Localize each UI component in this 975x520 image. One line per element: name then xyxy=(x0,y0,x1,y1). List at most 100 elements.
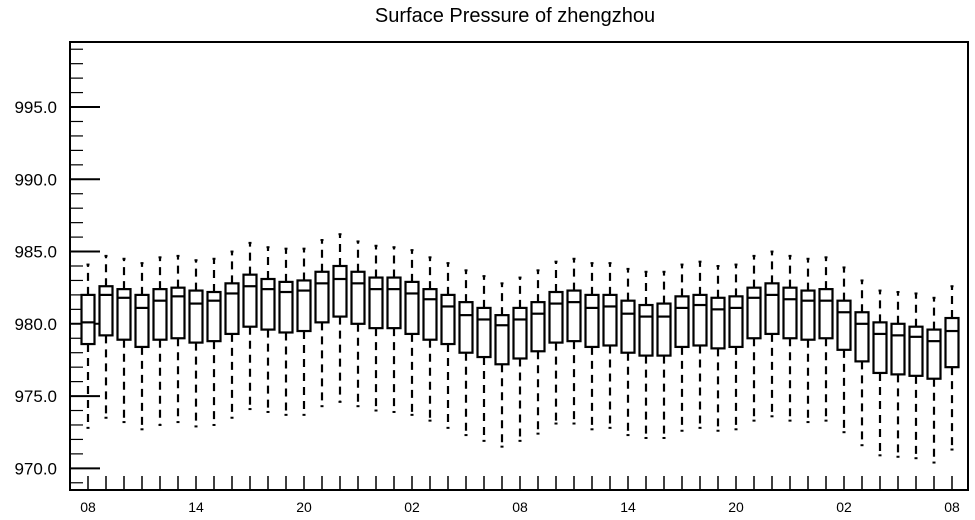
box-iqr xyxy=(890,322,906,376)
box-iqr xyxy=(908,325,924,377)
box-iqr xyxy=(332,264,348,318)
box-item xyxy=(188,259,204,428)
box-item xyxy=(944,285,960,451)
box-item xyxy=(386,246,402,413)
box-iqr xyxy=(944,316,960,369)
y-tick-label: 980.0 xyxy=(14,315,57,334)
box-iqr xyxy=(566,289,582,343)
box-iqr xyxy=(422,288,438,341)
box-item xyxy=(836,266,852,434)
box-item xyxy=(80,263,96,429)
box-iqr xyxy=(494,314,510,366)
box-item xyxy=(512,276,528,442)
box-item xyxy=(818,256,834,422)
plot-frame xyxy=(69,41,969,491)
box-iqr xyxy=(98,285,114,337)
box-item xyxy=(494,282,510,448)
box-iqr xyxy=(584,293,600,349)
box-iqr xyxy=(368,276,384,330)
box-iqr xyxy=(476,306,492,359)
box-item xyxy=(170,254,186,424)
box-item xyxy=(602,262,618,429)
box-iqr xyxy=(800,289,816,341)
box-item xyxy=(98,254,114,419)
box-iqr xyxy=(872,321,888,375)
box-item xyxy=(566,257,582,425)
box-item xyxy=(278,247,294,416)
box-item xyxy=(368,244,384,412)
box-item xyxy=(872,289,888,457)
box-iqr xyxy=(80,293,96,346)
box-iqr xyxy=(314,270,330,324)
box-iqr xyxy=(530,301,546,353)
x-tick-label: 08 xyxy=(944,499,960,515)
box-item xyxy=(854,279,870,447)
box-item xyxy=(890,291,906,458)
box-item xyxy=(728,263,744,431)
x-tick-label: 20 xyxy=(296,499,312,515)
box-iqr xyxy=(602,293,618,347)
box-iqr xyxy=(674,295,690,349)
x-tick-label: 20 xyxy=(728,499,744,515)
box-item xyxy=(638,270,654,439)
box-item xyxy=(404,249,420,416)
box-item xyxy=(206,257,222,426)
box-iqr xyxy=(440,293,456,346)
box-series xyxy=(80,233,960,464)
chart-title: Surface Pressure of zhengzhou xyxy=(375,5,655,27)
box-item xyxy=(710,265,726,432)
y-tick-label: 990.0 xyxy=(14,170,57,189)
box-iqr xyxy=(224,282,240,336)
box-item xyxy=(116,257,132,424)
box-item xyxy=(422,256,438,422)
box-iqr xyxy=(350,270,366,325)
box-iqr xyxy=(458,301,474,354)
box-iqr xyxy=(764,282,780,336)
box-item xyxy=(746,254,762,422)
box-item xyxy=(656,270,672,439)
box-item xyxy=(908,292,924,460)
box-iqr xyxy=(134,293,150,349)
box-item xyxy=(242,241,258,411)
box-iqr xyxy=(782,286,798,340)
box-iqr xyxy=(206,290,222,343)
box-iqr xyxy=(854,311,870,363)
box-iqr xyxy=(296,279,312,333)
box-item xyxy=(440,262,456,429)
box-item xyxy=(260,246,276,413)
y-axis: 970.0 975.0 980.0 985.0 990.0 995.0 xyxy=(14,48,100,484)
y-tick-label: 970.0 xyxy=(14,459,57,478)
box-iqr xyxy=(404,280,420,336)
box-iqr xyxy=(278,280,294,334)
box-iqr xyxy=(638,303,654,357)
box-iqr xyxy=(242,273,258,328)
box-item xyxy=(620,267,636,437)
x-tick-label: 02 xyxy=(836,499,852,515)
box-item xyxy=(584,262,600,431)
y-tick-label: 985.0 xyxy=(14,243,57,262)
box-item xyxy=(350,240,366,408)
box-iqr xyxy=(818,288,834,340)
box-item xyxy=(134,262,150,431)
box-iqr xyxy=(836,299,852,351)
box-iqr xyxy=(656,302,672,357)
x-tick-label: 14 xyxy=(620,499,636,515)
box-iqr xyxy=(260,277,276,331)
box-item xyxy=(530,269,546,435)
x-axis: 08 14 20 02 08 14 20 02 08 xyxy=(80,476,960,515)
box-item xyxy=(800,257,816,424)
box-iqr xyxy=(188,289,204,344)
box-item xyxy=(926,296,942,464)
box-item xyxy=(476,275,492,442)
box-item xyxy=(314,238,330,408)
box-item xyxy=(764,250,780,418)
box-iqr xyxy=(386,276,402,330)
box-item xyxy=(674,263,690,432)
box-item xyxy=(458,269,474,437)
box-iqr xyxy=(926,328,942,380)
x-tick-label: 02 xyxy=(404,499,420,515)
x-tick-label: 14 xyxy=(188,499,204,515)
box-item xyxy=(152,256,168,426)
